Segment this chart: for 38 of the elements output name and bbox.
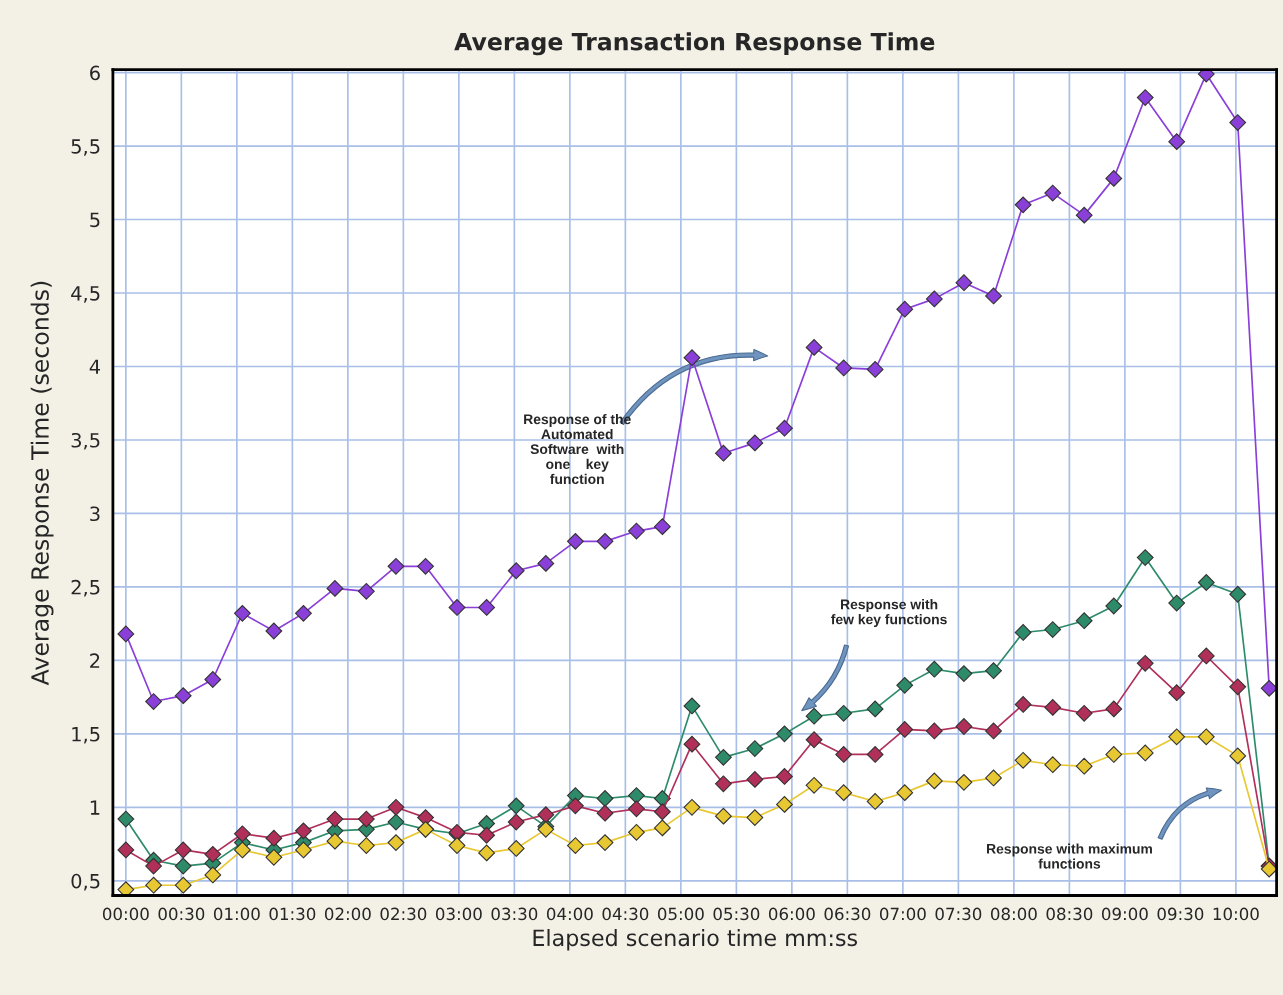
- x-tick-label: 09:00: [1101, 907, 1148, 921]
- x-tick-label: 06:30: [824, 907, 871, 921]
- x-tick-label: 05:30: [713, 907, 760, 921]
- y-tick-label: 1,5: [72, 727, 100, 744]
- y-tick-label: 3: [90, 506, 100, 522]
- x-tick-label: 06:00: [768, 907, 815, 921]
- y-tick-label: 5,5: [71, 139, 100, 156]
- y-tick-label: 3,5: [71, 432, 100, 450]
- annotation: Response with few key functions: [831, 599, 947, 628]
- x-tick-label: 02:00: [324, 907, 371, 921]
- y-tick-label: 4: [89, 359, 101, 374]
- y-axis-title: Average Response Time (seconds): [30, 281, 54, 686]
- y-tick-label: 5: [90, 212, 100, 228]
- x-tick-label: 00:00: [102, 907, 149, 921]
- x-axis-title: Elapsed scenario time mm:ss: [533, 928, 858, 951]
- y-tick-label: 6: [90, 65, 100, 81]
- x-tick-label: 01:00: [213, 907, 260, 921]
- x-tick-label: 00:30: [158, 907, 205, 921]
- chart-title: Average Transaction Response Time: [454, 32, 935, 56]
- x-tick-label: 04:30: [602, 907, 649, 921]
- x-tick-label: 08:30: [1046, 907, 1093, 921]
- x-tick-label: 03:00: [435, 907, 482, 921]
- x-tick-label: 02:30: [380, 907, 427, 921]
- x-tick-label: 05:00: [657, 907, 704, 921]
- x-tick-label: 03:30: [491, 907, 538, 921]
- y-tick-label: 0,5: [71, 873, 100, 891]
- x-tick-label: 10:00: [1213, 907, 1259, 921]
- x-tick-label: 04:00: [546, 907, 593, 921]
- y-tick-label: 1: [90, 800, 100, 815]
- annotation: Response with maximum functions: [987, 843, 1152, 869]
- x-tick-label: 01:30: [269, 907, 316, 921]
- y-tick-label: 4,5: [71, 286, 100, 303]
- x-tick-label: 07:30: [935, 907, 982, 921]
- y-tick-label: 2,5: [71, 579, 100, 597]
- x-tick-label: 08:00: [990, 907, 1037, 921]
- y-tick-label: 2: [90, 653, 100, 668]
- x-tick-label: 09:30: [1157, 907, 1204, 921]
- x-tick-label: 07:00: [879, 907, 926, 921]
